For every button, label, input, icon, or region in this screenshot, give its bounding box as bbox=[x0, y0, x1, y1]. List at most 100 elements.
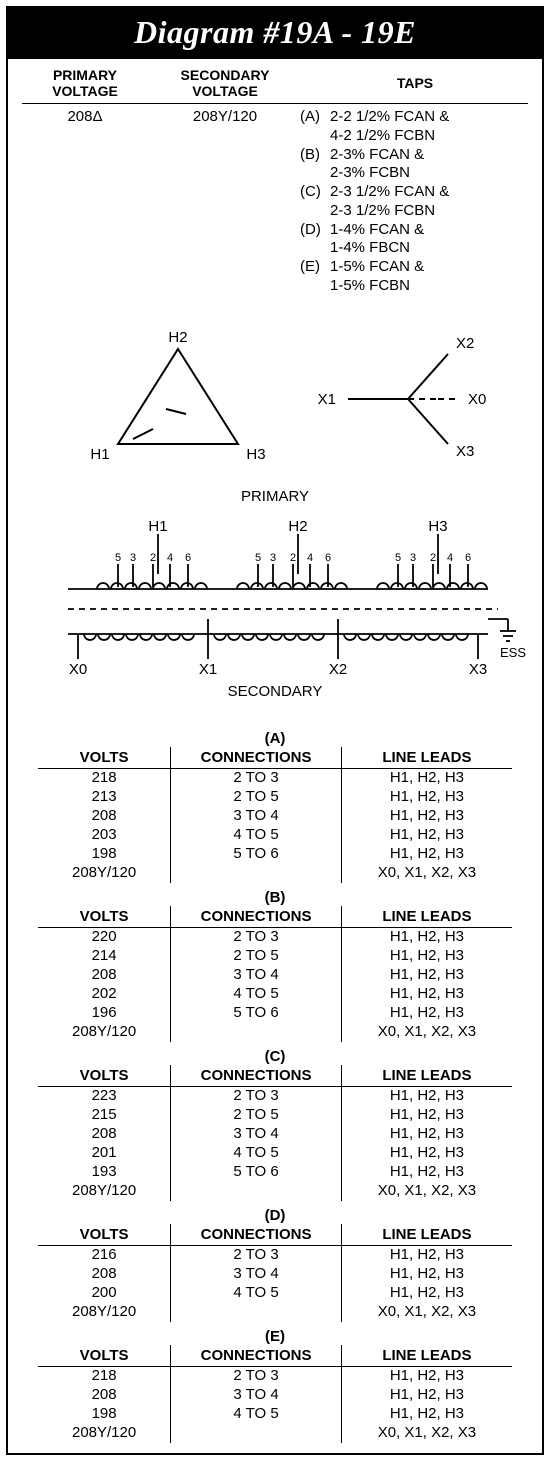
cell-leads: H1, H2, H3 bbox=[341, 1163, 512, 1182]
cell-leads: H1, H2, H3 bbox=[341, 845, 512, 864]
cell-leads: X0, X1, X2, X3 bbox=[341, 1424, 512, 1443]
tap-text-cont: 1-5% FCBN bbox=[300, 277, 530, 296]
table-row: 208Y/120X0, X1, X2, X3 bbox=[38, 1023, 512, 1042]
winding-schematic: H1 H2 H3 532465324653246 X0 X1 X2 X3 ESS bbox=[38, 519, 528, 679]
svg-text:6: 6 bbox=[185, 552, 191, 564]
svg-text:2: 2 bbox=[430, 552, 436, 564]
cell-conn bbox=[171, 1424, 342, 1443]
cell-conn: 2 TO 5 bbox=[171, 788, 342, 807]
cell-conn: 2 TO 5 bbox=[171, 947, 342, 966]
connection-table: VOLTSCONNECTIONSLINE LEADS2202 TO 3H1, H… bbox=[38, 906, 512, 1042]
cell-volts: 208 bbox=[38, 1386, 171, 1405]
table-row: 208Y/120 X0, X1, X2, X3 bbox=[38, 864, 512, 883]
cell-volts: 198 bbox=[38, 1405, 171, 1424]
wind-x2: X2 bbox=[329, 661, 347, 678]
label-x3: X3 bbox=[456, 443, 474, 460]
table-row: 2004 TO 5H1, H2, H3 bbox=[38, 1284, 512, 1303]
label-h1: H1 bbox=[90, 446, 109, 463]
cell-leads: H1, H2, H3 bbox=[341, 966, 512, 985]
cell-conn: 2 TO 3 bbox=[171, 768, 342, 788]
cell-conn: 2 TO 5 bbox=[171, 1106, 342, 1125]
table-row: 2083 TO 4H1, H2, H3 bbox=[38, 966, 512, 985]
connection-table: VOLTSCONNECTIONSLINE LEADS2182 TO 3H1, H… bbox=[38, 747, 512, 883]
cell-leads: H1, H2, H3 bbox=[341, 1004, 512, 1023]
cell-leads: X0, X1, X2, X3 bbox=[341, 864, 512, 883]
col-volts: VOLTS bbox=[38, 906, 171, 928]
cell-leads: H1, H2, H3 bbox=[341, 1386, 512, 1405]
label-h3: H3 bbox=[246, 446, 265, 463]
table-row: 2132 TO 5H1, H2, H3 bbox=[38, 788, 512, 807]
tap-key: (A) bbox=[300, 108, 330, 127]
tap-entry: (D)1-4% FCAN & bbox=[300, 221, 530, 240]
header-primary: PRIMARY VOLTAGE bbox=[20, 67, 150, 99]
cell-volts: 220 bbox=[38, 927, 171, 947]
cell-conn: 5 TO 6 bbox=[171, 1004, 342, 1023]
value-row: 208Δ 208Y/120 (A)2-2 1/2% FCAN &4-2 1/2%… bbox=[8, 108, 542, 296]
svg-text:3: 3 bbox=[410, 552, 416, 564]
cell-leads: H1, H2, H3 bbox=[341, 1144, 512, 1163]
col-connections: CONNECTIONS bbox=[171, 1065, 342, 1087]
col-lineleads: LINE LEADS bbox=[341, 906, 512, 928]
cell-leads: H1, H2, H3 bbox=[341, 1265, 512, 1284]
cell-conn bbox=[171, 1182, 342, 1201]
table-label: (C) bbox=[38, 1042, 512, 1065]
cell-volts: 200 bbox=[38, 1284, 171, 1303]
diagrams-section: H2 H1 H3 X1 X2 X3 X0 PRIMARY bbox=[8, 296, 542, 718]
wind-x0: X0 bbox=[69, 661, 87, 678]
tap-key: (C) bbox=[300, 183, 330, 202]
cell-volts: 202 bbox=[38, 985, 171, 1004]
cell-leads: H1, H2, H3 bbox=[341, 947, 512, 966]
cell-volts: 208Y/120 bbox=[38, 1023, 171, 1042]
cell-conn: 3 TO 4 bbox=[171, 1386, 342, 1405]
cell-volts: 216 bbox=[38, 1245, 171, 1265]
table-row: 2034 TO 5H1, H2, H3 bbox=[38, 826, 512, 845]
tap-key: (E) bbox=[300, 258, 330, 277]
table-row: 208Y/120X0, X1, X2, X3 bbox=[38, 1303, 512, 1322]
wind-x1: X1 bbox=[199, 661, 217, 678]
col-connections: CONNECTIONS bbox=[171, 1224, 342, 1246]
cell-volts: 208Y/120 bbox=[38, 864, 171, 883]
svg-text:5: 5 bbox=[255, 552, 261, 564]
header-primary-l2: VOLTAGE bbox=[20, 83, 150, 99]
cell-conn: 4 TO 5 bbox=[171, 1144, 342, 1163]
cell-leads: X0, X1, X2, X3 bbox=[341, 1303, 512, 1322]
tap-entry: (B)2-3% FCAN & bbox=[300, 146, 530, 165]
cell-volts: 208 bbox=[38, 966, 171, 985]
cell-leads: H1, H2, H3 bbox=[341, 1366, 512, 1386]
secondary-label: SECONDARY bbox=[38, 679, 512, 714]
tap-text-cont: 4-2 1/2% FCBN bbox=[300, 127, 530, 146]
label-ess: ESS bbox=[500, 645, 526, 660]
wind-h1: H1 bbox=[148, 519, 167, 535]
connection-table: VOLTSCONNECTIONSLINE LEADS2232 TO 3H1, H… bbox=[38, 1065, 512, 1201]
table-label: (D) bbox=[38, 1201, 512, 1224]
svg-text:6: 6 bbox=[325, 552, 331, 564]
table-row: 2083 TO 4H1, H2, H3 bbox=[38, 807, 512, 826]
cell-conn: 2 TO 3 bbox=[171, 1086, 342, 1106]
tap-text: 2-3% FCAN & bbox=[330, 146, 530, 165]
primary-schematic: H2 H1 H3 X1 X2 X3 X0 bbox=[38, 314, 518, 484]
col-lineleads: LINE LEADS bbox=[341, 1345, 512, 1367]
cell-volts: 213 bbox=[38, 788, 171, 807]
header-rule bbox=[22, 103, 528, 104]
cell-conn: 4 TO 5 bbox=[171, 1284, 342, 1303]
connection-tables: (A)VOLTSCONNECTIONSLINE LEADS2182 TO 3H1… bbox=[8, 718, 542, 1443]
table-row: 2014 TO 5H1, H2, H3 bbox=[38, 1144, 512, 1163]
cell-volts: 214 bbox=[38, 947, 171, 966]
label-x0: X0 bbox=[468, 391, 486, 408]
col-lineleads: LINE LEADS bbox=[341, 1065, 512, 1087]
col-connections: CONNECTIONS bbox=[171, 747, 342, 769]
cell-conn: 3 TO 4 bbox=[171, 807, 342, 826]
secondary-voltage-value: 208Y/120 bbox=[150, 108, 300, 296]
cell-volts: 208Y/120 bbox=[38, 1424, 171, 1443]
header-secondary-l2: VOLTAGE bbox=[150, 83, 300, 99]
cell-volts: 215 bbox=[38, 1106, 171, 1125]
label-x1: X1 bbox=[318, 391, 336, 408]
label-h2: H2 bbox=[168, 329, 187, 346]
cell-conn: 2 TO 3 bbox=[171, 1366, 342, 1386]
tap-text-cont: 1-4% FBCN bbox=[300, 239, 530, 258]
table-row: 1985 TO 6H1, H2, H3 bbox=[38, 845, 512, 864]
cell-conn: 5 TO 6 bbox=[171, 1163, 342, 1182]
col-connections: CONNECTIONS bbox=[171, 906, 342, 928]
cell-conn: 2 TO 3 bbox=[171, 927, 342, 947]
cell-conn: 5 TO 6 bbox=[171, 845, 342, 864]
